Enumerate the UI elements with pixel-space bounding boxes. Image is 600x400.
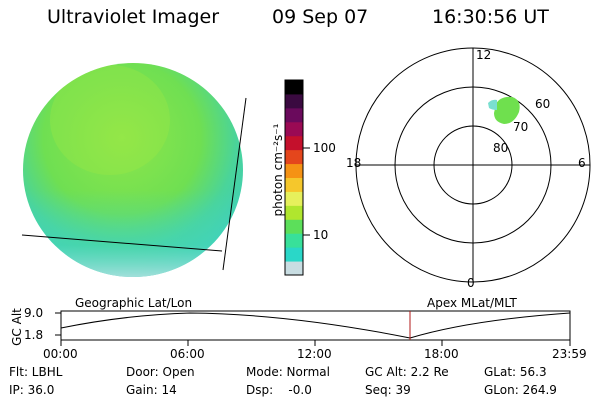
info-door: Door: Open <box>126 365 195 379</box>
earth-uv-image <box>21 63 247 277</box>
timeline-frame <box>60 310 571 341</box>
timeline-x-tick-1800: 18:00 <box>424 347 459 361</box>
info-mode: Mode: Normal <box>246 365 330 379</box>
colorbar-segment <box>285 247 303 262</box>
info-dsp: Dsp: -0.0 <box>246 383 312 397</box>
instrument-title: Ultraviolet Imager <box>47 6 220 28</box>
polar-label-12: 12 <box>476 48 492 62</box>
info-seq: Seq: 39 <box>365 383 411 397</box>
colorbar-segment <box>285 107 303 123</box>
timeline-y-tick-1.8: 1.8 <box>24 328 44 342</box>
timeline-x-tick-0000: 00:00 <box>43 347 78 361</box>
colorbar-segment <box>285 219 303 234</box>
altitude-curve <box>60 312 571 339</box>
polar-label-80: 80 <box>493 141 509 155</box>
colorbar-segment <box>285 135 303 151</box>
altitude-timeline <box>55 310 571 346</box>
colorbar-segment <box>285 177 303 192</box>
colorbar-segment <box>285 121 303 137</box>
polar-label-18: 18 <box>346 156 362 170</box>
info-glat: GLat: 56.3 <box>484 365 547 379</box>
timeline-y-tick-9: 9.0 <box>24 306 44 320</box>
polar-label-0: 0 <box>467 276 475 290</box>
timeline-right-title: Apex MLat/MLT <box>427 296 517 310</box>
longitude-line <box>222 97 247 271</box>
info-filter: Flt: LBHL <box>9 365 63 379</box>
info-gain: Gain: 14 <box>126 383 177 397</box>
colorbar <box>284 79 304 276</box>
polar-label-6: 6 <box>578 156 586 170</box>
date-label: 09 Sep 07 <box>272 6 369 28</box>
colorbar-segment <box>285 233 303 248</box>
colorbar-segment <box>285 149 303 165</box>
polar-label-60: 60 <box>535 97 551 111</box>
latitude-line <box>21 234 223 252</box>
colorbar-segment <box>285 163 303 178</box>
polar-label-70: 70 <box>513 120 529 134</box>
colorbar-segment <box>285 205 303 220</box>
auroral-patch <box>488 96 520 124</box>
timeline-x-tick-2359: 23:59 <box>552 347 587 361</box>
colorbar-segment <box>285 93 303 109</box>
colorbar-label-100: 100 <box>313 141 336 155</box>
timeline-x-tick-1200: 12:00 <box>297 347 332 361</box>
time-label: 16:30:56 UT <box>432 6 549 28</box>
polar-plot <box>355 47 591 283</box>
colorbar-segment <box>285 191 303 206</box>
colorbar-segment <box>285 261 303 276</box>
info-glon: GLon: 264.9 <box>484 383 557 397</box>
colorbar-label-10: 10 <box>313 228 329 242</box>
timeline-left-title: Geographic Lat/Lon <box>75 296 193 310</box>
colorbar-frame <box>284 79 304 276</box>
colorbar-unit-label: photon cm⁻²s⁻¹ <box>271 123 285 217</box>
info-gc-alt: GC Alt: 2.2 Re <box>365 365 449 379</box>
colorbar-segment <box>285 80 303 95</box>
timeline-y-label: GC Alt <box>10 308 24 346</box>
info-ip: IP: 36.0 <box>9 383 55 397</box>
timeline-x-tick-0600: 06:00 <box>170 347 205 361</box>
